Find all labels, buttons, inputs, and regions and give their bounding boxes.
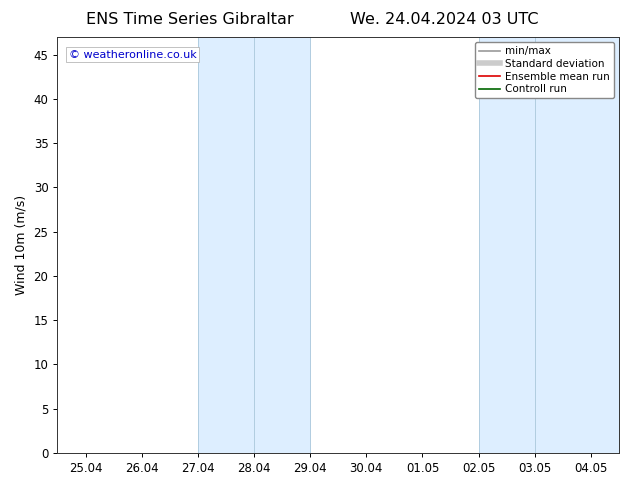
Bar: [198, 37, 310, 453]
Text: © weatheronline.co.uk: © weatheronline.co.uk: [68, 49, 197, 59]
Text: ENS Time Series Gibraltar: ENS Time Series Gibraltar: [86, 12, 294, 27]
Bar: [479, 37, 619, 453]
Text: We. 24.04.2024 03 UTC: We. 24.04.2024 03 UTC: [349, 12, 538, 27]
Y-axis label: Wind 10m (m/s): Wind 10m (m/s): [15, 195, 28, 295]
Legend: min/max, Standard deviation, Ensemble mean run, Controll run: min/max, Standard deviation, Ensemble me…: [475, 42, 614, 98]
